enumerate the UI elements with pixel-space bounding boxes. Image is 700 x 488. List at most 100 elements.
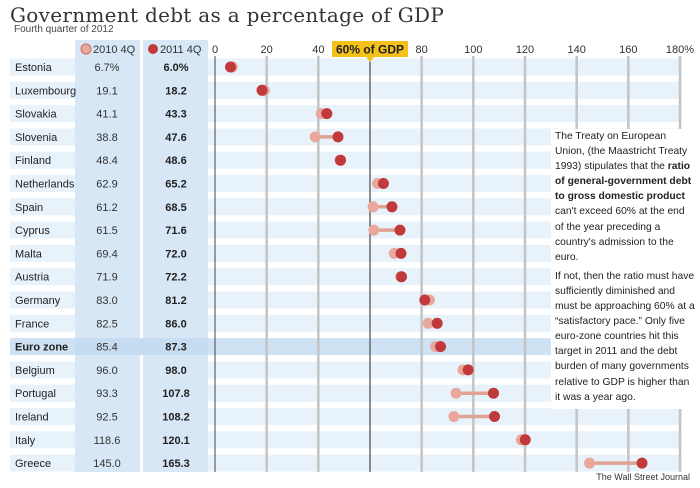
value-2010: 61.5 [96, 225, 117, 237]
dot-2011 [332, 131, 344, 143]
x-tick-label: 160 [619, 44, 637, 56]
row-band-label [10, 361, 75, 379]
col-2010-bg [75, 40, 140, 472]
dot-2011 [489, 411, 501, 422]
value-2011: 165.3 [162, 458, 190, 470]
country-label: Slovenia [15, 132, 58, 144]
x-tick-label: 80 [416, 44, 428, 56]
row-band-label [10, 291, 75, 309]
row-band-label [10, 408, 75, 425]
value-2011: 72.2 [165, 272, 186, 284]
country-label: Ireland [15, 412, 49, 424]
value-2011: 43.3 [165, 109, 186, 121]
row-band-label [10, 268, 75, 286]
annotation-text-part: The Treaty on European Union, (the Maast… [555, 131, 688, 173]
value-2011: 18.2 [165, 85, 186, 97]
country-label: Luxembourg [15, 85, 76, 97]
legend-marker-2011 [148, 44, 158, 54]
value-2010: 96.0 [96, 365, 117, 377]
country-label: Belgium [15, 365, 55, 377]
x-tick-label: 120 [516, 44, 534, 56]
dot-2010 [584, 457, 596, 469]
country-label: France [15, 318, 49, 330]
country-label: Euro zone [15, 342, 68, 354]
country-label: Cyprus [15, 225, 50, 237]
dot-2011 [335, 154, 347, 166]
row-band [208, 81, 682, 99]
row-band-label [10, 338, 75, 356]
annotation-paragraph-2: If not, then the ratio must have suffici… [555, 270, 695, 403]
value-2010: 145.0 [93, 458, 121, 470]
dot-2011 [419, 294, 431, 306]
row-band-label [10, 58, 75, 76]
country-label: Portugal [15, 388, 56, 400]
value-2010: 61.2 [96, 202, 117, 214]
annotation-text-part: can't exceed 60% at the end of the year … [555, 206, 685, 263]
dot-2011 [435, 341, 447, 353]
reference-label-pointer [366, 57, 374, 62]
dot-2011 [395, 247, 407, 259]
legend-marker-2010 [80, 43, 92, 55]
row-band [208, 58, 682, 76]
value-2011: 120.1 [162, 435, 190, 447]
dot-2011 [225, 61, 236, 73]
x-tick-label: 140 [567, 44, 585, 56]
value-2011: 6.0% [163, 62, 188, 74]
value-2010: 92.5 [96, 412, 117, 424]
row-band [208, 105, 682, 123]
row-band [208, 408, 682, 425]
value-2011: 47.6 [165, 132, 186, 144]
value-2011: 107.8 [162, 388, 190, 400]
dot-2010 [309, 131, 321, 143]
chart-title: Government debt as a percentage of GDP [10, 3, 445, 27]
row-band [208, 454, 682, 472]
row-band-label [10, 198, 75, 216]
dot-2010 [367, 201, 379, 213]
value-2010: 118.6 [94, 435, 121, 447]
row-band-label [10, 221, 75, 239]
value-2010: 82.5 [96, 318, 117, 330]
country-label: Finland [15, 155, 51, 167]
dot-2011 [519, 434, 531, 446]
value-2010: 48.4 [96, 155, 117, 167]
row-band-label [10, 151, 75, 169]
legend-label-2011: 2011 4Q [160, 44, 202, 56]
annotation-text: The Treaty on European Union, (the Maast… [551, 129, 699, 409]
row-band-label [10, 384, 75, 402]
value-2010: 69.4 [96, 248, 117, 260]
value-2011: 71.6 [165, 225, 186, 237]
value-2010: 62.9 [96, 179, 117, 191]
col-2011-bg [143, 40, 208, 472]
legend-label-2010: 2010 4Q [93, 44, 136, 56]
row-band-label [10, 128, 75, 146]
value-2011: 98.0 [165, 365, 186, 377]
value-2011: 86.0 [165, 318, 186, 330]
reference-label: 60% of GDP [336, 43, 404, 57]
value-2011: 81.2 [165, 295, 186, 307]
row-band-label [10, 431, 75, 449]
value-2010: 85.4 [96, 342, 117, 354]
chart-subtitle: Fourth quarter of 2012 [14, 24, 114, 35]
dot-2011 [462, 364, 474, 376]
reference-label-box [332, 41, 408, 57]
row-band-label [10, 454, 75, 472]
value-2011: 108.2 [162, 412, 190, 424]
annotation-bold-text: ratio of general-government debt to gros… [555, 161, 692, 203]
country-label: Netherlands [15, 179, 75, 191]
value-2011: 72.0 [165, 248, 186, 260]
country-label: Spain [15, 202, 43, 214]
value-2010: 83.0 [96, 295, 117, 307]
dot-2010 [368, 224, 380, 236]
dot-2011 [321, 108, 333, 120]
dot-2011 [256, 84, 268, 96]
row-band-label [10, 81, 75, 99]
dot-2011 [394, 224, 406, 236]
row-band-label [10, 105, 75, 123]
row-band-highlight [75, 338, 208, 356]
x-tick-label: 40 [312, 44, 324, 56]
x-tick-label: 180% [666, 44, 694, 56]
row-band [208, 431, 682, 449]
dot-2011 [377, 178, 389, 189]
value-2011: 48.6 [165, 155, 186, 167]
row-band-label [10, 244, 75, 262]
